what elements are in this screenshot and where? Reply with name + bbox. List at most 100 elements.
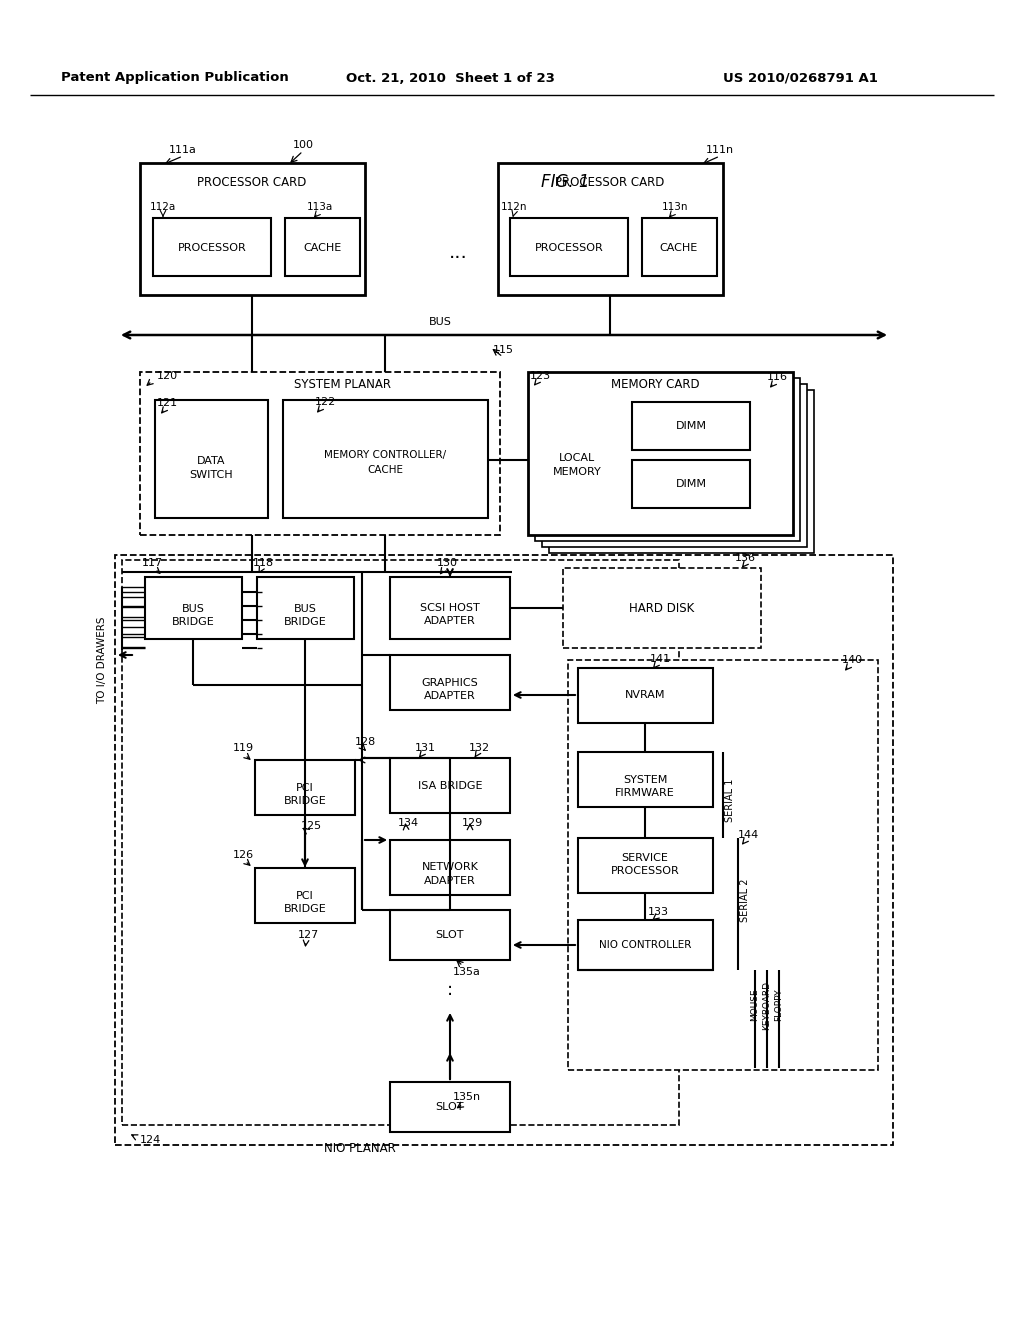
Bar: [578, 838, 713, 894]
Text: ADAPTER: ADAPTER: [424, 876, 476, 886]
Text: FIG. 1: FIG. 1: [541, 173, 589, 191]
Bar: [153, 218, 271, 276]
Text: SERIAL 1: SERIAL 1: [725, 779, 735, 821]
Text: FIRMWARE: FIRMWARE: [615, 788, 675, 799]
Text: 118: 118: [253, 558, 273, 568]
Text: 140: 140: [842, 655, 862, 665]
Text: 134: 134: [397, 818, 419, 828]
Bar: [632, 459, 750, 508]
Bar: [140, 372, 500, 535]
Text: GRAPHICS: GRAPHICS: [422, 678, 478, 688]
Text: 112n: 112n: [501, 202, 527, 213]
Text: PROCESSOR: PROCESSOR: [177, 243, 247, 253]
Text: ...: ...: [449, 243, 467, 261]
Text: PCI: PCI: [296, 783, 314, 793]
Bar: [528, 372, 793, 535]
Bar: [578, 752, 713, 807]
Text: 119: 119: [232, 743, 254, 752]
Text: BRIDGE: BRIDGE: [172, 616, 214, 627]
Text: 126: 126: [232, 850, 254, 861]
Bar: [390, 909, 510, 960]
Text: NIO PLANAR: NIO PLANAR: [325, 1142, 396, 1155]
Text: DIMM: DIMM: [676, 479, 707, 488]
Text: MEMORY: MEMORY: [553, 467, 601, 477]
Text: CACHE: CACHE: [367, 465, 403, 475]
Text: MEMORY CONTROLLER/: MEMORY CONTROLLER/: [324, 450, 446, 459]
Text: 131: 131: [415, 743, 435, 752]
Text: 113a: 113a: [307, 202, 333, 213]
Text: FLOPPY: FLOPPY: [774, 989, 783, 1022]
Text: BUS: BUS: [429, 317, 452, 327]
Bar: [255, 869, 355, 923]
Bar: [510, 218, 628, 276]
Text: 122: 122: [314, 397, 336, 407]
Text: LOCAL: LOCAL: [559, 453, 595, 463]
Bar: [549, 389, 814, 553]
Text: NIO CONTROLLER: NIO CONTROLLER: [599, 940, 691, 950]
Text: SLOT: SLOT: [436, 931, 464, 940]
Text: 117: 117: [141, 558, 163, 568]
Text: SERIAL 2: SERIAL 2: [740, 878, 750, 921]
Bar: [283, 400, 488, 517]
Text: SERVICE: SERVICE: [622, 853, 669, 863]
Text: CACHE: CACHE: [659, 243, 698, 253]
Bar: [390, 758, 510, 813]
Text: 120: 120: [157, 371, 178, 381]
Bar: [145, 577, 242, 639]
Text: 111a: 111a: [169, 145, 197, 154]
Bar: [285, 218, 360, 276]
Text: 124: 124: [140, 1135, 161, 1144]
Text: 132: 132: [468, 743, 489, 752]
Bar: [568, 660, 878, 1071]
Text: 121: 121: [157, 399, 177, 408]
Bar: [390, 655, 510, 710]
Text: MOUSE: MOUSE: [751, 989, 760, 1022]
Text: 123: 123: [529, 371, 551, 381]
Text: 111n: 111n: [706, 145, 734, 154]
Text: BUS: BUS: [181, 605, 205, 614]
Text: 128: 128: [354, 737, 376, 747]
Text: 135a: 135a: [453, 968, 481, 977]
Text: SYSTEM PLANAR: SYSTEM PLANAR: [294, 379, 390, 392]
Text: 116: 116: [767, 372, 787, 381]
Text: 115: 115: [493, 345, 513, 355]
Bar: [535, 378, 800, 541]
Bar: [140, 162, 365, 294]
Text: DATA: DATA: [197, 455, 225, 466]
Text: 112a: 112a: [150, 202, 176, 213]
Text: NVRAM: NVRAM: [625, 690, 666, 700]
Bar: [632, 403, 750, 450]
Text: MEMORY CARD: MEMORY CARD: [610, 379, 699, 392]
Text: US 2010/0268791 A1: US 2010/0268791 A1: [723, 71, 878, 84]
Text: 100: 100: [293, 140, 313, 150]
Text: SCSI HOST: SCSI HOST: [420, 603, 480, 612]
Bar: [578, 668, 713, 723]
Text: HARD DISK: HARD DISK: [630, 602, 694, 615]
Text: 133: 133: [647, 907, 669, 917]
Text: NETWORK: NETWORK: [422, 862, 478, 873]
Text: SYSTEM: SYSTEM: [623, 775, 668, 785]
Text: ADAPTER: ADAPTER: [424, 616, 476, 626]
Text: BRIDGE: BRIDGE: [284, 796, 327, 807]
Text: 141: 141: [649, 653, 671, 664]
Text: PROCESSOR: PROCESSOR: [610, 866, 679, 876]
Bar: [563, 568, 761, 648]
Text: 130: 130: [436, 558, 458, 568]
Text: SLOT: SLOT: [436, 1102, 464, 1111]
Bar: [542, 384, 807, 546]
Text: :: :: [446, 981, 453, 999]
Bar: [257, 577, 354, 639]
Text: PROCESSOR CARD: PROCESSOR CARD: [198, 176, 306, 189]
Text: 144: 144: [737, 830, 759, 840]
Text: 129: 129: [462, 818, 482, 828]
Text: Patent Application Publication: Patent Application Publication: [61, 71, 289, 84]
Text: 135n: 135n: [453, 1092, 481, 1102]
Text: KEYBOARD: KEYBOARD: [763, 981, 771, 1030]
Bar: [390, 840, 510, 895]
Text: DIMM: DIMM: [676, 421, 707, 432]
Text: BUS: BUS: [294, 605, 316, 614]
Bar: [155, 400, 268, 517]
Bar: [642, 218, 717, 276]
Text: CACHE: CACHE: [303, 243, 341, 253]
Text: Oct. 21, 2010  Sheet 1 of 23: Oct. 21, 2010 Sheet 1 of 23: [345, 71, 554, 84]
